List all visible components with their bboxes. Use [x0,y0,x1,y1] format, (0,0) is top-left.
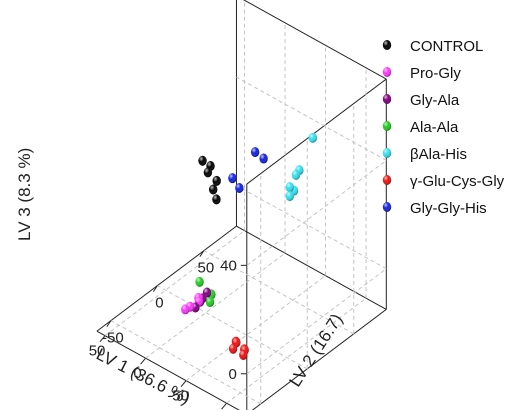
data-point [181,304,190,315]
data-point-shade [212,194,221,205]
y-tick-mark [199,250,205,257]
legend-marker-shade [382,202,392,212]
legend-item: Gly-Gly-His [382,200,487,217]
data-point-shade [205,297,215,308]
back-floor-edge-line [251,309,387,410]
data-point [235,183,244,193]
data-point [308,132,317,143]
z-tick-label: 0 [228,366,236,383]
data-point-shade [195,276,204,287]
floor-grid-line [157,285,308,370]
data-point [205,297,215,308]
data-point [259,153,268,164]
legend-marker-shade [382,67,392,77]
legend-item: Gly-Ala [382,92,460,109]
y-tick-label: 50 [198,260,215,277]
data-point-shade [239,349,248,360]
x-tick-mark [99,335,106,342]
right-floor-edge-line [236,225,387,310]
y-tick-label: -50 [102,330,124,347]
data-point-shade [203,167,213,178]
data-point-shade [209,184,218,195]
floor-grid-line [226,297,367,404]
legend-item: Ala-Ala [382,119,459,136]
legend-label: γ-Glu-Cys-Gly [410,173,505,190]
floor-grid-line [203,250,354,335]
data-point [203,167,213,178]
data-point [291,169,301,180]
data-point [250,147,260,158]
data-point [285,191,294,202]
data-point [239,349,248,360]
y-axis-line [96,225,237,332]
y-tick-mark [106,320,112,327]
legend-label: CONTROL [410,38,483,55]
data-point [198,155,207,166]
legend-label: βAla-His [410,146,467,163]
data-points [181,132,317,360]
legend-marker-shade [382,40,392,50]
data-point-shade [228,173,237,184]
legend-label: Ala-Ala [410,119,459,136]
wall-grid-line [236,76,387,161]
data-point [285,182,295,193]
axes-box [96,0,387,410]
legend-item: βAla-His [382,146,467,163]
legend-marker-shade [382,148,392,158]
top-right-edge-line [242,0,387,80]
x-tick-label: -50 [167,388,189,405]
data-point-shade [181,304,190,315]
data-point-shade [235,183,244,193]
wall-grid-line [246,159,387,266]
data-point-shade [285,191,294,202]
z-tick-label: 40 [220,257,237,274]
z-axis-title: LV 3 (8.3 %) [15,148,34,241]
data-point-shade [212,175,221,186]
legend-marker-shade [382,121,392,131]
legend-item: Pro-Gly [382,65,461,82]
floor-grid-line [104,230,245,337]
legend: CONTROL Pro-Gly Gly-Ala Ala-Ala βAla-His γ-Gl… [382,38,505,217]
x-tick-mark [180,380,187,387]
legend-label: Pro-Gly [410,65,461,82]
data-point [209,184,218,195]
x-axis-line [96,330,240,410]
data-point-shade [259,153,268,164]
data-point-shade [228,343,238,354]
top-back-edge-line [246,78,387,185]
y-tick-mark [152,285,158,292]
legend-marker-shade [382,94,392,104]
legend-label: Gly-Ala [410,92,460,109]
wall-grid-line [236,185,387,270]
data-point-shade [308,132,317,143]
legend-label: Gly-Gly-His [410,200,487,217]
floor-grid-line [185,275,326,382]
data-point [195,276,204,287]
data-point [228,173,237,184]
legend-item: γ-Glu-Cys-Gly [382,173,505,190]
data-point-shade [250,147,260,158]
data-point-shade [198,155,207,166]
grid-lines [104,0,387,405]
floor-grid-line [145,252,286,359]
data-point [228,343,238,354]
x-tick-label: 0 [133,365,141,382]
data-point-shade [285,182,295,193]
data-point [212,175,221,186]
data-point-shade [291,169,301,180]
y-tick-label: 0 [155,295,163,312]
floor-grid-line [110,320,261,405]
data-point [212,194,221,205]
legend-marker-shade [382,175,392,185]
wall-grid-line [246,268,387,375]
legend-item: CONTROL [382,38,483,55]
x-tick-mark [140,357,146,365]
x-tick-mark [221,402,227,410]
x-tick-label: 50 [89,343,106,360]
